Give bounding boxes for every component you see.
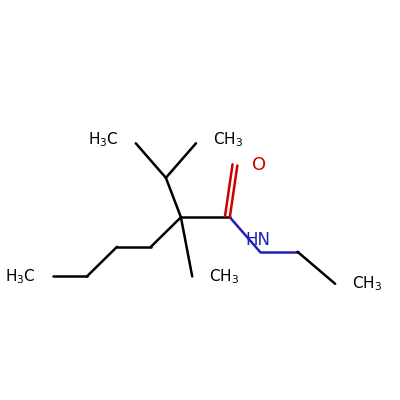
Text: H$_3$C: H$_3$C xyxy=(6,267,36,286)
Text: O: O xyxy=(252,156,266,174)
Text: CH$_3$: CH$_3$ xyxy=(209,267,239,286)
Text: H$_3$C: H$_3$C xyxy=(88,130,119,149)
Text: CH$_3$: CH$_3$ xyxy=(352,274,382,293)
Text: CH$_3$: CH$_3$ xyxy=(213,130,243,149)
Text: HN: HN xyxy=(246,231,270,249)
